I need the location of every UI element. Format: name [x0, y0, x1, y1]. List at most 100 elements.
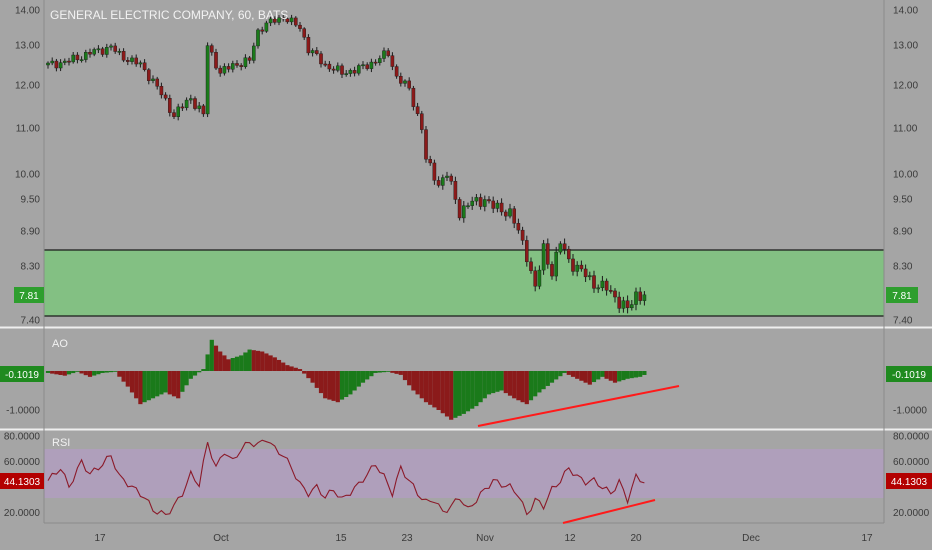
- candle: [466, 202, 470, 209]
- rsi-line: [47, 439, 645, 516]
- ao-bar: [579, 371, 584, 381]
- candle: [159, 82, 164, 99]
- ao-bar: [541, 371, 546, 390]
- candle: [520, 226, 525, 245]
- candle: [403, 79, 407, 87]
- ao-bar: [255, 350, 261, 371]
- rsi-tick-right: 60.0000: [893, 457, 930, 468]
- candle: [630, 300, 634, 311]
- ao-bar: [243, 352, 248, 371]
- candle: [340, 63, 344, 79]
- ao-bar: [587, 371, 592, 385]
- candle: [344, 70, 349, 77]
- ao-bar: [407, 371, 412, 386]
- ao-bar: [272, 357, 277, 371]
- candle: [441, 174, 445, 190]
- candle: [63, 58, 67, 66]
- candle: [390, 52, 395, 71]
- candle: [306, 34, 311, 56]
- ao-bar: [432, 371, 437, 408]
- candle: [382, 47, 386, 62]
- time-tick: 12: [564, 533, 576, 544]
- candle: [79, 56, 84, 63]
- ao-bar: [180, 371, 185, 392]
- candle: [571, 253, 575, 276]
- candle: [445, 171, 449, 181]
- ao-bar: [83, 371, 88, 376]
- candle: [533, 266, 537, 292]
- ao-bar: [583, 371, 588, 383]
- ao-bar: [453, 371, 458, 418]
- time-tick: Dec: [742, 533, 760, 544]
- ao-bar: [276, 359, 282, 371]
- price-tick-left: 8.90: [21, 227, 41, 238]
- ao-bar: [617, 371, 622, 382]
- price-last-tag-left: 7.81: [14, 287, 44, 303]
- candle: [294, 16, 298, 28]
- candle: [516, 218, 521, 234]
- ao-bar: [75, 371, 80, 372]
- ao-bar: [638, 371, 643, 377]
- ao-bar: [440, 371, 445, 414]
- ao-bar: [142, 371, 147, 403]
- candle: [230, 60, 235, 73]
- price-tick-right: 7.40: [893, 316, 913, 327]
- support-zone: [44, 250, 884, 316]
- ao-bar: [562, 371, 567, 373]
- candle: [449, 173, 454, 185]
- candle: [478, 193, 483, 210]
- rsi-tick-right: 80.0000: [893, 432, 930, 443]
- ao-bar: [642, 371, 647, 375]
- candle: [142, 59, 147, 72]
- ao-bar: [306, 371, 311, 379]
- ao-bar: [629, 371, 634, 379]
- ao-bar: [45, 371, 51, 373]
- ao-pane-label: AO: [52, 338, 68, 350]
- rsi-tick-right: 20.0000: [893, 508, 930, 519]
- ao-last-tag-right: -0.1019: [886, 366, 932, 382]
- ao-bar: [386, 371, 391, 372]
- ao-bar: [171, 371, 177, 397]
- time-tick: 23: [401, 533, 413, 544]
- ao-bar: [596, 371, 601, 380]
- candle: [256, 28, 260, 49]
- ao-bar: [58, 371, 63, 375]
- candle: [373, 59, 378, 66]
- ao-bar: [129, 371, 135, 393]
- candle: [491, 196, 496, 214]
- ao-bar: [163, 371, 168, 393]
- candle: [285, 16, 290, 24]
- candle: [579, 260, 584, 272]
- svg-text:44.1303: 44.1303: [4, 477, 41, 488]
- ao-bar: [226, 359, 231, 371]
- candle: [251, 42, 256, 64]
- candle: [104, 43, 109, 58]
- price-tick-right: 8.90: [893, 227, 913, 238]
- ao-bar: [352, 371, 357, 391]
- ao-bar: [201, 369, 206, 371]
- ao-bar: [415, 371, 420, 395]
- candle: [277, 15, 281, 26]
- axis-labels: 14.00 14.00 13.00 13.00 12.00 12.00 11.00 11.00…: [4, 6, 930, 545]
- ao-bar: [524, 371, 529, 405]
- ao-bar: [188, 371, 193, 379]
- price-tick-left: 9.50: [21, 195, 41, 206]
- candle: [361, 61, 365, 70]
- candle: [541, 239, 546, 275]
- ao-bar: [297, 369, 303, 371]
- candle: [239, 63, 244, 71]
- ao-bar: [512, 371, 517, 399]
- candle: [323, 60, 328, 67]
- candle: [504, 209, 508, 221]
- ao-bar: [604, 371, 609, 379]
- price-candles: [46, 14, 647, 314]
- candle: [247, 55, 252, 64]
- ao-bar: [100, 371, 105, 373]
- candle: [298, 21, 302, 32]
- ao-histogram: [45, 339, 647, 420]
- candle: [46, 61, 50, 69]
- candle: [138, 60, 143, 68]
- ao-bar: [117, 371, 122, 377]
- ao-bar: [62, 371, 67, 376]
- price-tick-right: 14.00: [893, 6, 918, 17]
